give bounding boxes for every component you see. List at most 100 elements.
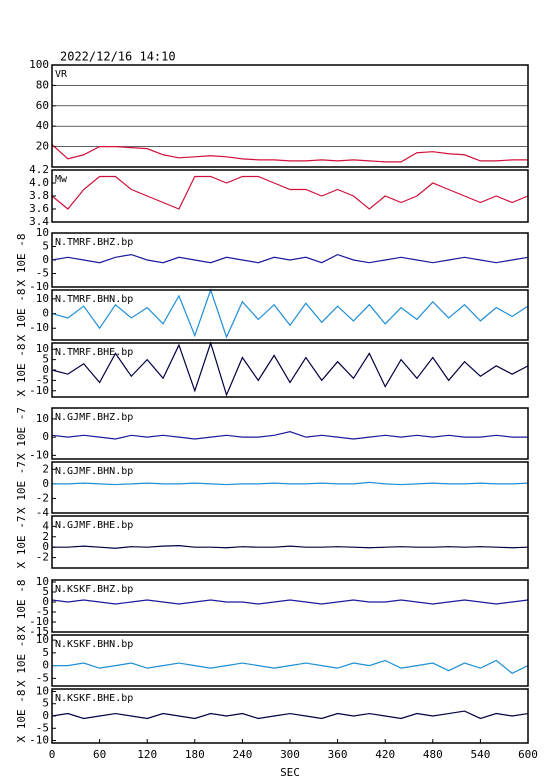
panel-frame [51, 515, 529, 569]
x-tick-label: 180 [185, 748, 205, 761]
data-line [51, 710, 529, 720]
y-tick-label: 3.4 [29, 215, 49, 228]
y-tick-label: 0 [42, 595, 49, 608]
panel-label: N.GJMF.BHE.bp [55, 520, 133, 531]
data-line [52, 481, 529, 486]
panel-label: N.KSKF.BHE.bp [55, 693, 133, 704]
x-tick-label: 360 [328, 748, 348, 761]
x-tick-label: 420 [375, 748, 395, 761]
y-tick-label: 4.2 [29, 163, 49, 176]
panel-label: Mw [55, 174, 68, 185]
y-axis-label: X 10E -8 [15, 344, 28, 397]
data-line [51, 175, 529, 210]
y-tick-label: -10 [29, 615, 49, 628]
panel-frame [51, 634, 529, 687]
panel-label: N.GJMF.BHZ.bp [55, 412, 133, 423]
x-tick-label: 0 [49, 748, 56, 761]
y-tick-label: 4 [42, 519, 49, 532]
y-tick-label: -5 [36, 671, 49, 684]
y-tick-label: -15 [29, 625, 49, 638]
panel-label: N.TMRF.BHN.bp [55, 294, 133, 305]
panel-label: N.TMRF.BHE.bp [55, 347, 133, 358]
y-axis-label: X 10E -8 [15, 234, 28, 287]
y-tick-label: -5 [36, 721, 49, 734]
y-tick-label: 10 [36, 684, 49, 697]
y-tick-label: 3.6 [29, 202, 49, 215]
y-tick-label: 5 [42, 353, 49, 366]
y-tick-label: -5 [36, 267, 49, 280]
panel-frame [51, 579, 529, 633]
data-line [51, 288, 529, 339]
data-line [51, 431, 528, 440]
x-tick-label: 300 [280, 748, 300, 761]
y-tick-label: 10 [36, 292, 49, 305]
y-tick-label: 4.0 [29, 176, 49, 189]
y-tick-label: -10 [29, 384, 49, 397]
y-tick-label: 10 [36, 342, 49, 355]
data-line [51, 144, 528, 163]
panel-label: VR [55, 69, 68, 80]
y-axis-label: X 10E -8 [15, 289, 28, 342]
y-tick-label: 100 [29, 58, 49, 71]
y-axis-label: X 10E -7 [15, 407, 28, 460]
y-tick-label: 5 [42, 240, 49, 253]
y-tick-label: -4 [36, 506, 50, 519]
x-tick-label: 240 [232, 748, 252, 761]
x-tick-label: 120 [137, 748, 157, 761]
y-tick-label: -2 [36, 551, 49, 564]
y-tick-label: -10 [29, 280, 49, 293]
y-axis-label: X 10E -8 [15, 690, 28, 743]
y-tick-label: 20 [36, 140, 49, 153]
y-tick-label: 0 [42, 540, 49, 553]
y-tick-label: -2 [36, 491, 49, 504]
panel-label: N.KSKF.BHZ.bp [55, 584, 133, 595]
x-tick-label: 600 [518, 748, 538, 761]
y-tick-label: 5 [42, 697, 49, 710]
y-axis-label: X 10E -7 [15, 516, 28, 569]
y-tick-label: 10 [36, 575, 49, 588]
y-tick-label: 0 [42, 659, 49, 672]
y-tick-label: 10 [36, 226, 49, 239]
x-tick-label: 540 [470, 748, 490, 761]
y-tick-label: 40 [36, 119, 49, 132]
panel-frame [51, 64, 529, 168]
y-tick-label: 0 [42, 307, 49, 320]
y-tick-label: -5 [36, 373, 49, 386]
panel-frame [51, 289, 529, 341]
panel-label: N.TMRF.BHZ.bp [55, 237, 133, 248]
data-line [52, 659, 529, 674]
y-tick-label: -10 [29, 448, 49, 461]
y-axis-label: X 10E -8 [15, 634, 28, 687]
x-tick-label: 60 [93, 748, 106, 761]
panel-frame [51, 407, 529, 460]
y-tick-label: -10 [29, 734, 49, 747]
y-tick-label: 80 [36, 78, 49, 91]
panel-label: N.KSKF.BHN.bp [55, 639, 133, 650]
x-tick-label: 480 [423, 748, 443, 761]
y-tick-label: 60 [36, 99, 49, 112]
y-axis-label: X 10E -8 [15, 580, 28, 633]
panel-frame [51, 169, 529, 223]
y-tick-label: 0 [42, 477, 49, 490]
panel-frame [51, 461, 529, 514]
y-tick-label: 0 [42, 430, 49, 443]
y-tick-label: 5 [42, 646, 49, 659]
data-line [51, 341, 529, 397]
y-tick-label: 3.8 [29, 189, 49, 202]
panel-frame [51, 342, 529, 398]
y-tick-label: 10 [36, 633, 49, 646]
y-tick-label: 0 [42, 253, 49, 266]
x-axis-label: SEC [280, 766, 300, 779]
y-tick-label: 0 [42, 709, 49, 722]
data-line [52, 545, 529, 549]
y-tick-label: 10 [36, 412, 49, 425]
y-tick-label: 2 [42, 530, 49, 543]
chart-title: 2022/12/16 14:10 [60, 50, 176, 64]
data-line [51, 599, 529, 605]
panel-frame [51, 232, 529, 288]
data-line [51, 253, 529, 264]
y-axis-label: X 10E -7 [15, 461, 28, 514]
y-tick-label: 0 [42, 363, 49, 376]
y-tick-label: 5 [42, 585, 49, 598]
